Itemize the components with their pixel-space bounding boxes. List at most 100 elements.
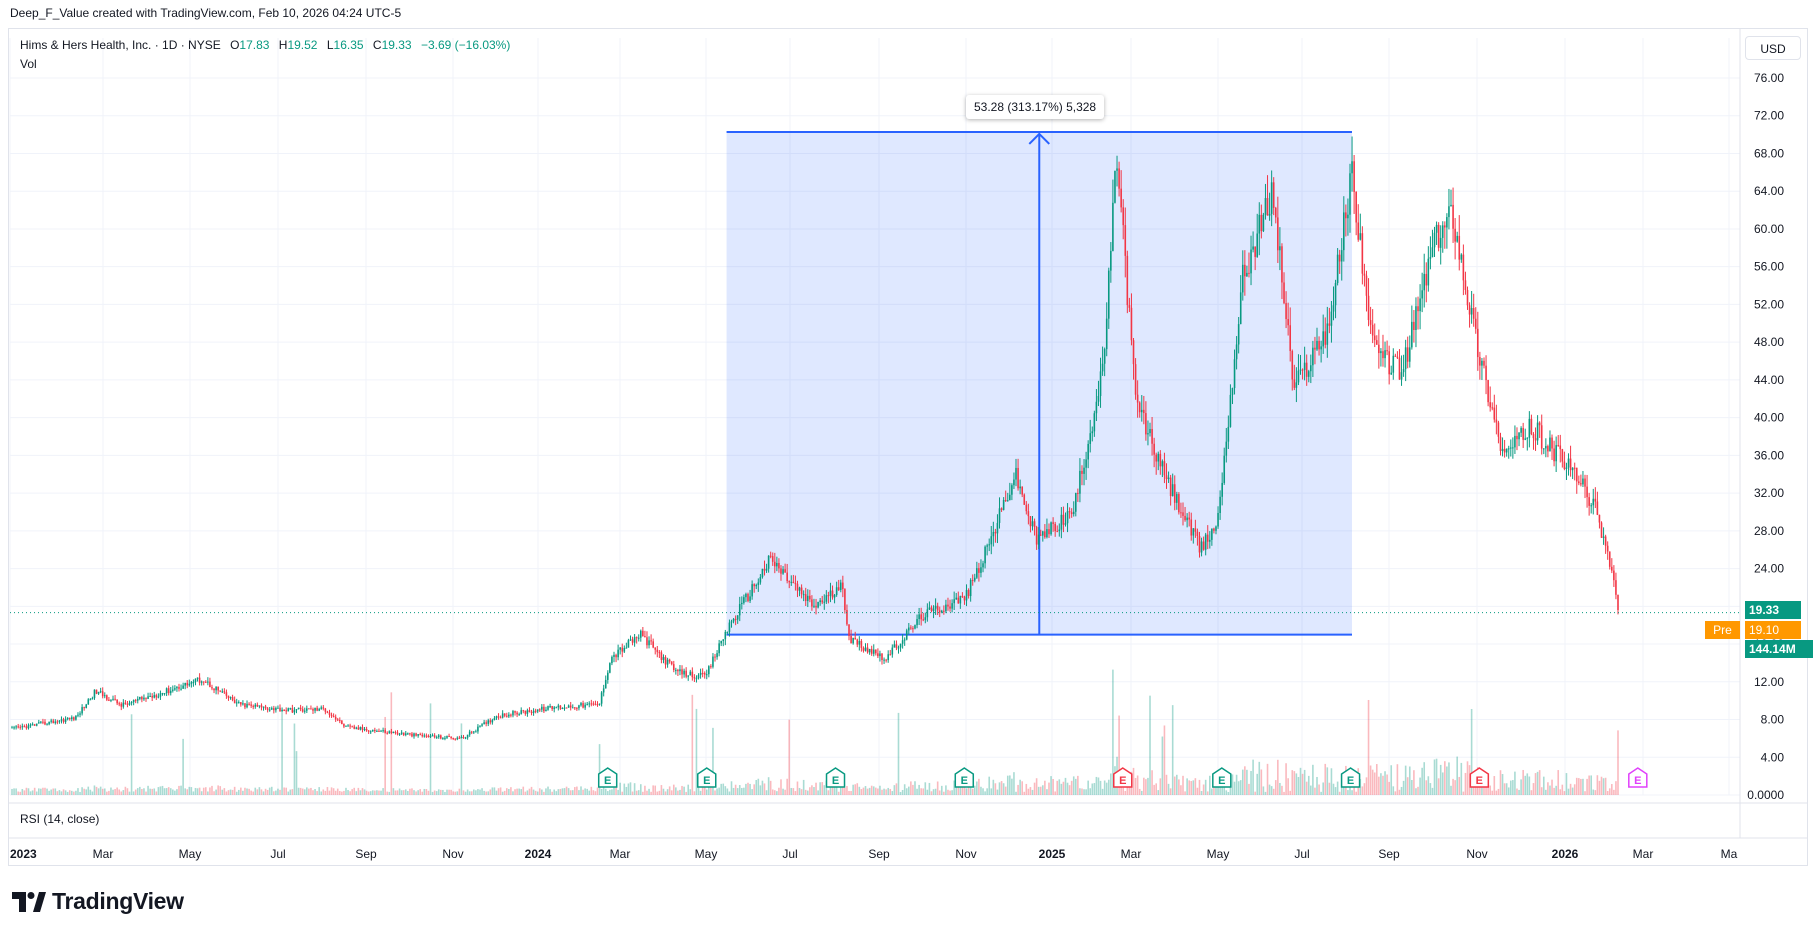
candle-body [621,647,624,652]
volume-bar [514,789,516,795]
volume-bar [1004,786,1007,795]
volume-bar [1596,775,1599,795]
candle-body [1198,535,1201,553]
volume-bar [357,787,360,795]
volume-bar [916,788,918,795]
candle-body [1604,536,1607,546]
volume-bar [83,788,85,795]
volume-bar [666,789,669,795]
candle-body [693,677,696,679]
volume-bar [503,790,506,795]
candle-body [1565,467,1568,470]
candle-body [1114,170,1116,203]
volume-bar [1054,791,1056,795]
candle-body [1349,173,1351,215]
candle-body [951,603,953,609]
candle-body [829,590,832,596]
candle-body [580,703,582,706]
volume-bar [526,790,529,795]
volume-bar [716,788,718,795]
currency-button[interactable]: USD [1745,36,1801,60]
volume-bar [1522,769,1524,795]
volume-bar [695,708,698,795]
volume-bar [755,779,758,795]
candle-body [1334,282,1337,306]
candle-body [355,727,358,729]
volume-bar [242,790,244,795]
volume-bar [920,788,922,795]
candle-body [215,686,217,691]
volume-label[interactable]: Vol [20,57,37,71]
candle-body [134,700,137,702]
candle-body [607,672,609,680]
volume-bar [114,789,116,795]
volume-bar [1386,774,1388,795]
candle-body [52,720,55,724]
volume-bar [953,780,955,795]
candle-body [1274,207,1277,218]
y-tick-label: 36.00 [1754,448,1784,462]
volume-bar [951,790,953,795]
candle-body [582,703,584,708]
tradingview-logo[interactable]: TradingView [12,888,184,915]
volume-bar [1184,791,1186,795]
candle-body [757,582,760,585]
volume-bar [409,788,411,795]
volume-bar [1264,791,1267,795]
candle-body [87,699,90,705]
chart-frame[interactable] [8,28,1808,866]
volume-bar [1429,783,1432,795]
volume-bar [1165,774,1168,795]
candle-body [252,705,255,707]
volume-bar [437,789,440,795]
x-tick-label: Jul [270,847,285,861]
candle-body [1017,467,1019,489]
candle-body [159,693,162,697]
volume-bar [66,791,69,795]
volume-bar [635,790,638,795]
candle-body [198,677,201,683]
candle-body [831,590,834,598]
rsi-label[interactable]: RSI (14, close) [20,812,100,826]
volume-bar [973,785,976,795]
volume-bar [771,789,774,795]
volume-bar [1044,780,1046,795]
volume-bar [541,789,543,795]
candle-body [433,735,436,738]
volume-bar [984,791,986,795]
volume-bar [1132,767,1135,795]
candle-body [990,536,993,545]
volume-bar [1002,783,1005,795]
candle-body [866,647,869,653]
candle-body [536,709,539,712]
volume-bar [520,789,523,795]
volume-bar [1316,776,1318,795]
candle-body [1167,477,1170,480]
candle-body [353,726,356,729]
symbol-title[interactable]: Hims & Hers Health, Inc. · 1D · NYSE [20,38,221,52]
candle-body [448,736,450,738]
volume-bar [1380,773,1382,795]
volume-bar [404,789,407,795]
candle-body [1215,526,1217,531]
candle-body [468,731,471,735]
volume-bar [23,790,26,795]
volume-bar [132,791,135,795]
earnings-marker-glyph: E [1119,775,1126,787]
volume-bar [1371,769,1374,795]
volume-bar [1458,776,1461,795]
volume-bar [736,788,739,795]
candle-body [29,724,32,726]
volume-bar [330,787,333,795]
earnings-marker-icon [1340,767,1361,788]
volume-bar [1019,779,1021,795]
open-value: 17.83 [239,38,270,52]
candle-body [763,568,766,571]
volume-bar [1431,787,1434,795]
volume-bar [1070,780,1073,795]
volume-bar [959,786,962,795]
candle-body [574,707,576,709]
volume-bar [1289,790,1292,795]
volume-bar [1173,776,1176,795]
